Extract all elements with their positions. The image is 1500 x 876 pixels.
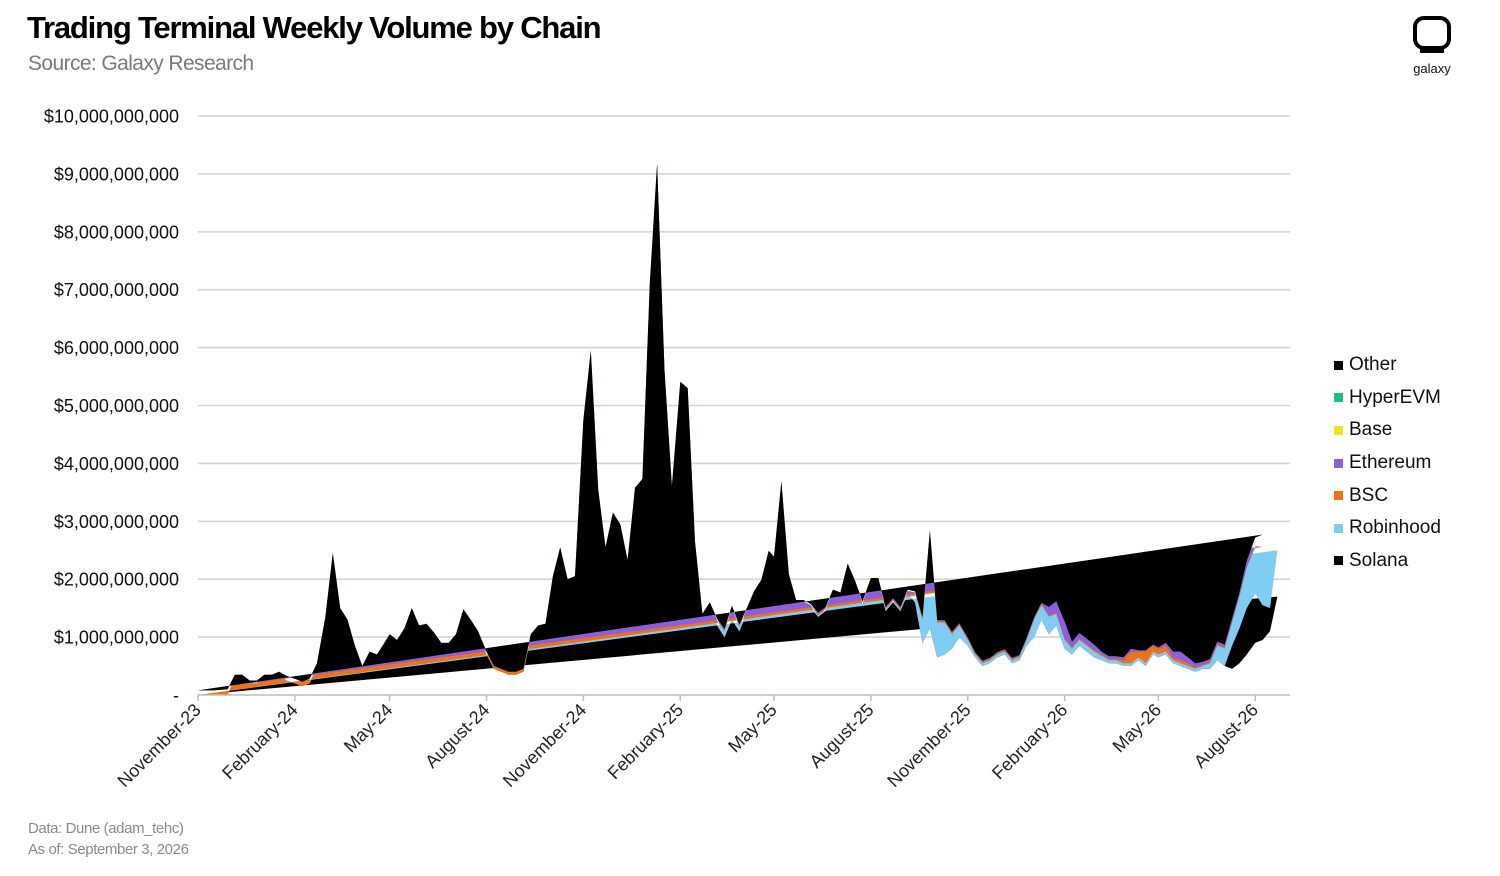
x-tick-label: May-25: [724, 700, 781, 757]
y-tick-label: $6,000,000,000: [54, 338, 179, 358]
y-tick-label: $1,000,000,000: [54, 628, 179, 648]
legend-item-solana: Solana: [1334, 545, 1441, 578]
y-tick-label: $4,000,000,000: [54, 454, 179, 474]
y-tick-label: $10,000,000,000: [44, 107, 179, 127]
x-tick-label: August-25: [806, 700, 878, 772]
x-axis: November-23 February-24 May-24 August-24 Nov…: [114, 694, 1290, 791]
legend-item-bsc: BSC: [1334, 479, 1441, 512]
y-tick-label: $5,000,000,000: [54, 396, 179, 416]
footnote: Data: Dune (adam_tehc) As of: September …: [28, 818, 189, 860]
y-tick-label: $3,000,000,000: [54, 512, 179, 532]
series-area-other: [198, 163, 1263, 691]
legend-item-base: Base: [1334, 414, 1441, 447]
y-tick-label: $9,000,000,000: [54, 164, 179, 184]
legend-label: Robinhood: [1349, 517, 1441, 539]
legend-swatch: [1334, 458, 1343, 468]
legend-label: Ethereum: [1349, 452, 1432, 474]
galaxy-logo: galaxy: [1404, 14, 1460, 80]
legend-swatch: [1334, 425, 1343, 435]
chart-legend: Other HyperEVM Base Ethereum BSC Robinhood Sol…: [1334, 349, 1441, 577]
x-tick-label: November-23: [114, 700, 205, 791]
y-tick-label: $7,000,000,000: [54, 280, 179, 300]
as-of-note: As of: September 3, 2026: [28, 841, 189, 858]
legend-item-ethereum: Ethereum: [1334, 447, 1441, 480]
x-tick-label: May-26: [1109, 700, 1166, 757]
y-tick-label: -: [173, 686, 179, 706]
logo-text: galaxy: [1413, 61, 1451, 76]
x-tick-label: February-25: [604, 700, 687, 783]
legend-item-robinhood: Robinhood: [1334, 512, 1441, 545]
legend-label: HyperEVM: [1349, 386, 1441, 408]
x-tick-label: November-24: [499, 700, 590, 791]
legend-label: Base: [1349, 419, 1393, 441]
legend-swatch: [1334, 523, 1343, 533]
x-tick-label: August-26: [1190, 700, 1262, 772]
x-tick-label: February-24: [218, 700, 301, 783]
data-source-note: Data: Dune (adam_tehc): [28, 820, 184, 837]
chart-areas: [198, 163, 1278, 696]
x-tick-label: May-24: [340, 700, 397, 757]
legend-item-other: Other: [1334, 349, 1441, 382]
legend-swatch: [1334, 491, 1343, 501]
x-tick-label: August-24: [421, 700, 493, 772]
y-tick-label: $2,000,000,000: [54, 570, 179, 590]
y-axis-ticks: - $1,000,000,000 $2,000,000,000 $3,000,000,…: [44, 107, 179, 706]
y-tick-label: $8,000,000,000: [54, 222, 179, 242]
x-tick-label: February-26: [988, 700, 1071, 783]
x-tick-label: November-25: [883, 700, 974, 791]
legend-label: BSC: [1349, 484, 1389, 506]
legend-label: Solana: [1349, 549, 1409, 571]
chart-subtitle: Source: Galaxy Research: [28, 52, 254, 75]
legend-item-hyperevm: HyperEVM: [1334, 382, 1441, 415]
legend-swatch: [1334, 556, 1343, 566]
legend-label: Other: [1349, 354, 1397, 376]
chart-title: Trading Terminal Weekly Volume by Chain: [27, 10, 602, 45]
legend-swatch: [1334, 360, 1343, 370]
galaxy-logo-icon: [1413, 16, 1451, 53]
legend-swatch: [1334, 393, 1343, 403]
